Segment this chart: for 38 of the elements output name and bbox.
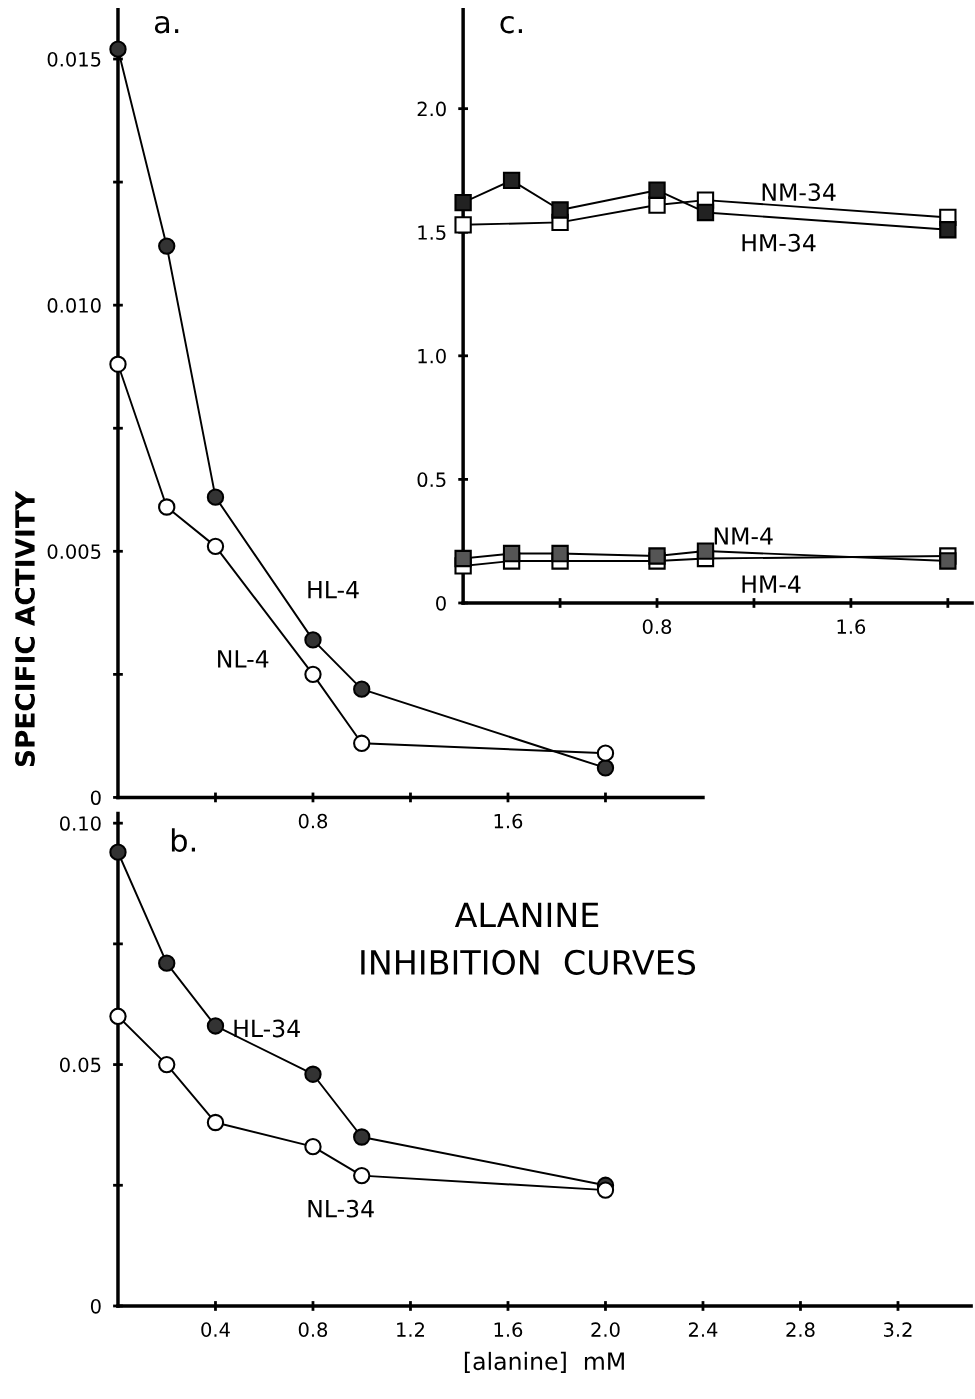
- x-tick-label: 2.0: [591, 1322, 620, 1337]
- x-tick-label: 1.6: [837, 619, 866, 634]
- y-tick-label: 0.005: [47, 544, 101, 559]
- x-tick-label: 1.6: [494, 813, 523, 829]
- series-label: HL-34: [234, 1019, 300, 1038]
- y-tick-label: 0.10: [59, 816, 101, 831]
- chart-title: b.: [171, 828, 195, 852]
- annotation: ALANINE INHIBITION CURVES: [361, 902, 696, 975]
- chart-title: a.: [154, 15, 179, 34]
- y-axis-title: SPECIFIC ACTIVITY: [15, 490, 35, 767]
- x-tick-label: 0.8: [642, 619, 672, 634]
- y-tick-label: 2.0: [417, 101, 446, 117]
- y-tick-label: 0: [436, 595, 446, 611]
- series-label: NM-34: [762, 183, 836, 202]
- series-label: HM-34: [742, 233, 816, 252]
- x-tick-label: 0.4: [201, 1322, 230, 1337]
- series-label: NL-4: [218, 650, 269, 668]
- y-tick-label: 0.05: [59, 1057, 101, 1073]
- y-tick-label: 0.5: [417, 472, 446, 488]
- x-tick-label: 3.2: [884, 1322, 912, 1337]
- y-tick-label: 0: [90, 790, 101, 806]
- x-tick-label: 2.4: [688, 1322, 718, 1337]
- x-tick-label: 1.2: [397, 1322, 424, 1337]
- chart-title: c.: [500, 15, 522, 34]
- x-axis-title: [alanine] mM: [464, 1351, 624, 1373]
- y-tick-label: 0: [90, 1298, 101, 1314]
- y-tick-label: 1.5: [418, 225, 446, 240]
- x-tick-label: 1.6: [494, 1322, 523, 1337]
- series-label: NL-34: [308, 1199, 374, 1218]
- y-tick-label: 0.010: [47, 298, 101, 313]
- series-label: NM-4: [714, 527, 773, 545]
- x-tick-label: 2.8: [786, 1322, 815, 1337]
- x-tick-label: 0.8: [298, 1322, 328, 1337]
- series-label: HL-4: [308, 581, 359, 599]
- y-tick-label: 1.0: [418, 348, 446, 364]
- x-tick-label: 0.8: [298, 813, 328, 829]
- y-tick-label: 0.015: [47, 51, 101, 67]
- series-label: HM-4: [742, 575, 801, 593]
